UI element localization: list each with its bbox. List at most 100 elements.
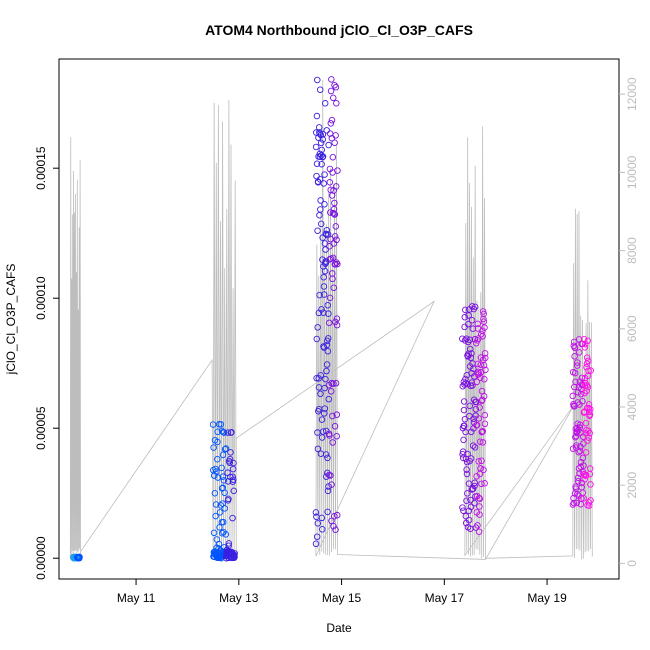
data-point [231, 553, 238, 561]
data-point [476, 503, 483, 510]
data-point [584, 337, 591, 345]
altitude-line [69, 79, 593, 560]
data-point [461, 323, 468, 331]
data-point [467, 354, 475, 361]
data-point [322, 451, 330, 458]
data-point [582, 472, 590, 479]
data-point [328, 116, 336, 124]
data-point [585, 401, 593, 408]
data-point [462, 512, 470, 520]
data-point [229, 514, 236, 522]
data-point [478, 480, 485, 488]
data-point [587, 406, 594, 413]
data-point [464, 338, 472, 346]
data-point [319, 131, 327, 138]
data-point [468, 316, 476, 324]
data-point [230, 476, 237, 484]
data-point [331, 139, 338, 146]
y-tick-label: 0.00015 [34, 146, 48, 190]
data-point [316, 291, 323, 299]
data-point [317, 372, 324, 379]
data-point [576, 470, 583, 477]
data-point [214, 455, 221, 463]
data-point [479, 439, 487, 446]
data-point [221, 446, 229, 453]
data-point [468, 350, 475, 357]
data-point [317, 139, 325, 147]
data-point [334, 167, 341, 174]
data-point [216, 509, 224, 516]
data-point [320, 291, 328, 298]
data-point [578, 374, 586, 382]
data-point [331, 422, 339, 430]
data-point [571, 353, 578, 360]
data-point [231, 550, 238, 557]
data-point [474, 360, 482, 368]
data-point [464, 490, 471, 497]
altitude-line-layer [69, 79, 593, 560]
data-point [329, 254, 337, 262]
data-point [471, 373, 478, 380]
data-point [586, 429, 593, 437]
data-point [459, 504, 466, 511]
data-point [480, 315, 487, 323]
data-point [474, 320, 481, 328]
data-point [211, 490, 219, 497]
y2-tick-label: 0 [625, 560, 639, 567]
data-point [576, 349, 583, 356]
data-point [579, 454, 587, 462]
data-point [324, 301, 332, 309]
data-point [470, 365, 477, 373]
y2-tick-label: 8000 [625, 237, 639, 264]
data-point [570, 499, 578, 507]
data-point [471, 482, 478, 490]
data-point [461, 415, 469, 423]
data-point [318, 416, 326, 423]
data-point [210, 444, 217, 451]
data-point [318, 160, 325, 168]
data-point [583, 360, 591, 368]
data-point [318, 434, 326, 441]
data-point [467, 503, 475, 511]
data-point [466, 402, 474, 410]
data-point [459, 451, 466, 458]
data-point [579, 397, 586, 405]
data-point [467, 455, 475, 462]
data-point [220, 477, 228, 484]
data-point [326, 319, 333, 327]
data-point [475, 528, 483, 535]
data-point [331, 81, 338, 89]
data-point [333, 411, 341, 418]
data-point [582, 419, 590, 427]
data-point [476, 438, 484, 445]
y2-tick-label: 2000 [625, 471, 639, 498]
data-point [460, 398, 468, 405]
data-point [332, 379, 340, 387]
data-point [333, 100, 340, 107]
data-point [324, 487, 332, 495]
data-point [219, 518, 227, 526]
data-point [326, 178, 334, 186]
data-point [471, 479, 478, 487]
data-point [471, 444, 479, 451]
data-point [325, 395, 333, 403]
data-point [475, 494, 483, 502]
data-point [230, 487, 238, 495]
data-point [460, 436, 467, 444]
data-point [479, 428, 487, 435]
x-axis: May 11 May 13 May 15 May 17 May 19 [117, 579, 567, 605]
data-point [320, 309, 327, 316]
data-point [210, 529, 218, 537]
data-point [321, 201, 328, 208]
data-point [319, 428, 327, 435]
y-tick-label: 0.00010 [34, 276, 48, 320]
data-point [324, 347, 332, 355]
y2-tick-label: 4000 [625, 393, 639, 420]
data-point [472, 406, 480, 413]
data-point [316, 211, 323, 219]
data-point [221, 489, 228, 497]
data-point [319, 526, 326, 533]
data-point [215, 421, 223, 428]
data-point [571, 344, 579, 351]
data-point [318, 514, 326, 522]
